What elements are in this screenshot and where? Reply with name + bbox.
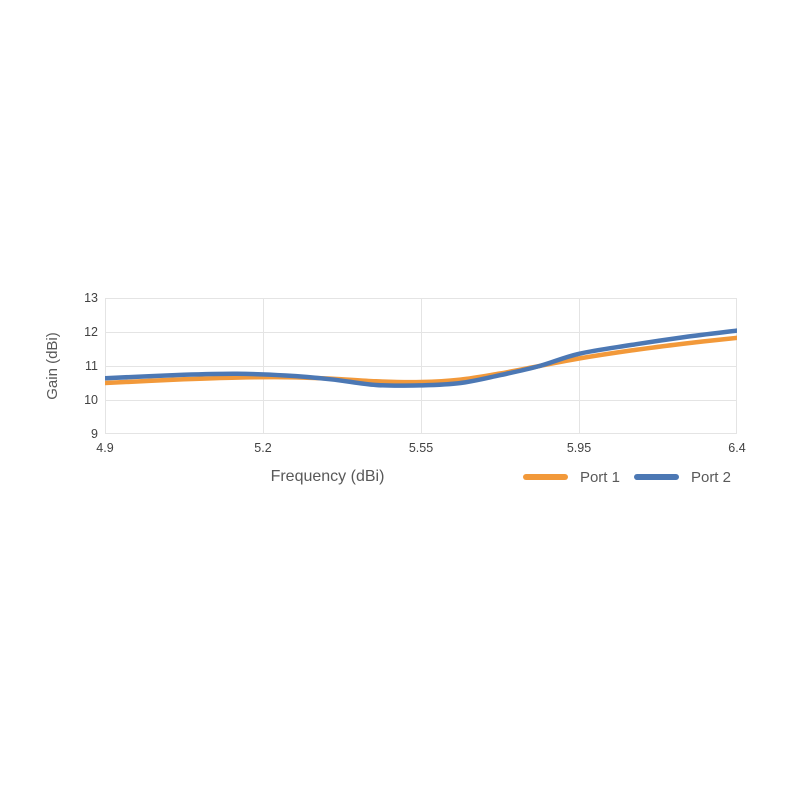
legend-label: Port 2 bbox=[690, 468, 731, 486]
legend-item-port-1: Port 1 bbox=[522, 468, 620, 486]
frequency-axis-tick-5.95: 5.95 bbox=[566, 441, 592, 455]
frequency-axis-tick-6.4: 6.4 bbox=[728, 441, 746, 455]
gain-axis-tick-13: 13 bbox=[84, 291, 98, 305]
legend-item-port-2: Port 2 bbox=[633, 468, 731, 486]
frequency-axis-tick-4.9: 4.9 bbox=[96, 441, 114, 455]
chart-legend: Port 1 Port 2 bbox=[522, 464, 731, 490]
port-1-series-line bbox=[105, 335, 737, 386]
legend-swatch-icon bbox=[522, 474, 568, 480]
legend-label: Port 1 bbox=[579, 468, 620, 486]
chart-svg bbox=[105, 298, 737, 434]
gain-axis-tick-11: 11 bbox=[85, 359, 98, 373]
legend-swatch-icon bbox=[633, 474, 679, 480]
gain-axis-tick-10: 10 bbox=[84, 393, 98, 407]
frequency-axis-tick-5.55: 5.55 bbox=[408, 441, 434, 455]
plot-border bbox=[105, 298, 737, 434]
gain-axis-tick-9: 9 bbox=[91, 427, 98, 441]
port-2-series-line bbox=[105, 328, 737, 388]
plot-area bbox=[105, 298, 737, 434]
axis-footer-row: Frequency (dBi) Port 1 Port 2 bbox=[105, 464, 737, 490]
frequency-axis-tick-5.2: 5.2 bbox=[254, 441, 272, 455]
gain-axis-tick-12: 12 bbox=[84, 325, 98, 339]
x-axis-title: Frequency (dBi) bbox=[270, 468, 385, 485]
